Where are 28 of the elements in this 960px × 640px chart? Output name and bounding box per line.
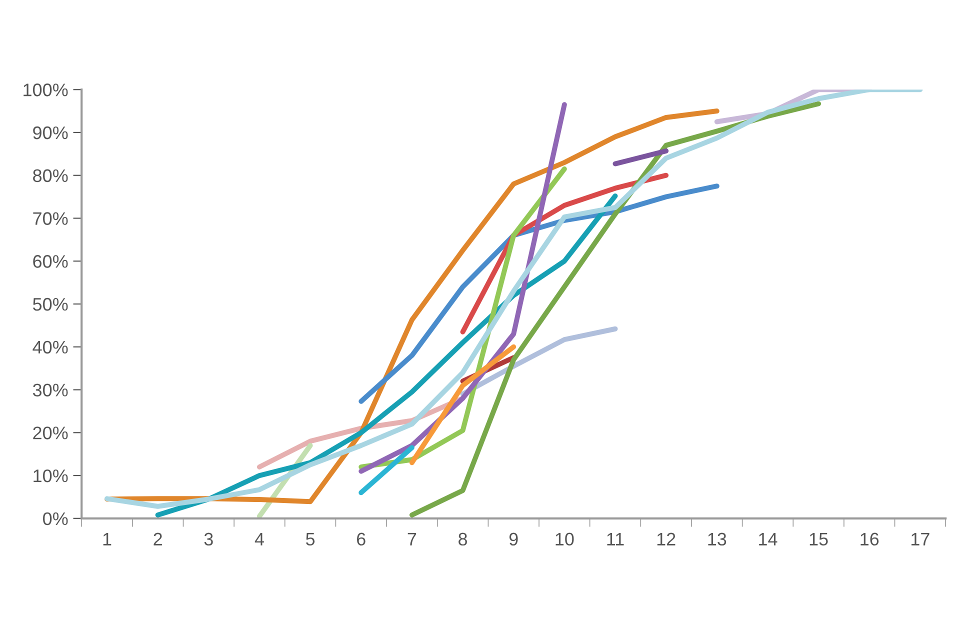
- x-tick-label: 12: [657, 532, 676, 546]
- x-tick-label: 1: [103, 532, 112, 546]
- y-tick-label: 70%: [33, 212, 68, 225]
- x-tick-label: 5: [306, 532, 315, 546]
- x-tick-label: 15: [810, 532, 828, 546]
- x-tick-label: 7: [408, 532, 416, 546]
- x-tick-label: 17: [912, 532, 930, 546]
- y-tick-label: 0%: [43, 512, 68, 526]
- x-tick-label: 4: [254, 532, 264, 546]
- y-tick-label: 40%: [32, 340, 68, 354]
- x-tick-label: 8: [458, 532, 468, 546]
- y-tick-label: 100%: [24, 84, 68, 96]
- y-tick-label: 30%: [32, 384, 68, 396]
- y-tick-label: 60%: [33, 255, 68, 268]
- y-tick-label: 20%: [33, 426, 68, 440]
- y-tick-label: 90%: [33, 126, 68, 140]
- x-tick-label: 13: [708, 532, 726, 546]
- x-tick-label: 10: [556, 532, 574, 546]
- y-tick-label: 80%: [33, 169, 68, 182]
- x-tick-label: 9: [509, 532, 518, 546]
- x-tick-label: 14: [759, 532, 778, 546]
- x-tick-label: 2: [154, 532, 162, 546]
- y-tick-label: 10%: [34, 469, 68, 482]
- x-tick-label: 3: [204, 532, 213, 546]
- x-tick-label: 11: [607, 532, 624, 546]
- x-tick-label: 6: [357, 532, 366, 546]
- y-tick-label: 50%: [32, 298, 68, 311]
- x-tick-label: 16: [860, 532, 879, 546]
